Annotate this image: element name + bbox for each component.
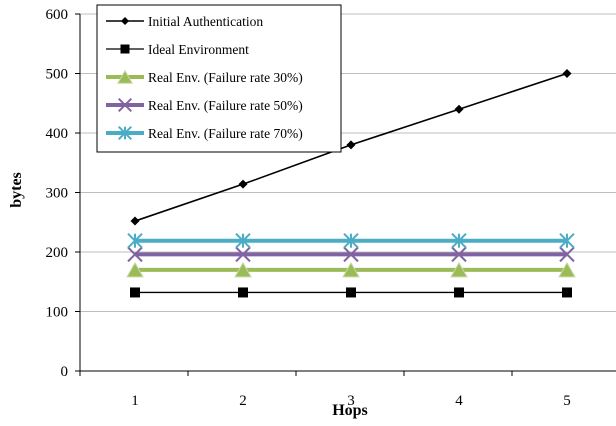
data-point-asterisk xyxy=(117,125,133,141)
x-tick-label: 4 xyxy=(455,393,463,409)
data-point-diamond xyxy=(238,179,248,189)
x-tick-label: 2 xyxy=(239,393,247,409)
data-point-square xyxy=(238,287,248,298)
x-tick-label: 1 xyxy=(131,393,139,409)
data-point-triangle xyxy=(342,261,360,278)
y-tick-label: 0 xyxy=(61,364,69,380)
data-point-asterisk xyxy=(559,232,575,249)
legend-label: Ideal Environment xyxy=(148,42,249,57)
data-point-triangle xyxy=(126,261,144,278)
legend-item: Ideal Environment xyxy=(106,42,249,57)
data-point-x xyxy=(117,97,133,113)
axes: Hops bytes 0 100 200 300 400 500 600 1 2 3 4 5 xyxy=(8,7,616,419)
data-point-triangle xyxy=(116,69,134,84)
data-point-x xyxy=(451,246,467,263)
x-axis-title: Hops xyxy=(332,402,368,419)
legend-item: Real Env. (Failure rate 70%) xyxy=(106,125,303,141)
legend-item: Real Env. (Failure rate 30%) xyxy=(106,69,303,85)
y-tick-label: 200 xyxy=(46,245,69,261)
legend: Initial Authentication Ideal Environment R… xyxy=(96,4,342,153)
series xyxy=(126,69,576,298)
data-point-square xyxy=(130,287,140,298)
data-point-asterisk xyxy=(235,232,251,249)
legend-item: Real Env. (Failure rate 50%) xyxy=(106,97,303,113)
legend-item: Initial Authentication xyxy=(106,14,263,29)
y-tick-label: 300 xyxy=(46,186,69,202)
data-point-triangle xyxy=(558,261,576,278)
data-point-asterisk xyxy=(127,232,143,249)
data-point-square xyxy=(562,287,572,298)
data-point-asterisk xyxy=(451,232,467,249)
data-point-square xyxy=(454,287,464,298)
legend-label: Real Env. (Failure rate 50%) xyxy=(148,98,303,113)
data-point-diamond xyxy=(120,16,130,26)
data-point-square xyxy=(346,287,356,298)
legend-label: Real Env. (Failure rate 70%) xyxy=(148,126,303,141)
series-4 xyxy=(127,246,575,263)
y-tick-label: 600 xyxy=(46,7,69,23)
series-2 xyxy=(130,287,572,298)
data-point-asterisk xyxy=(343,232,359,249)
y-tick-label: 400 xyxy=(46,126,69,142)
y-tick-label: 500 xyxy=(46,67,69,83)
series-1 xyxy=(130,69,572,226)
data-point-triangle xyxy=(450,261,468,278)
series-5 xyxy=(127,232,575,249)
data-point-x xyxy=(235,246,251,263)
data-point-triangle xyxy=(234,261,252,278)
data-point-diamond xyxy=(130,216,140,226)
legend-label: Initial Authentication xyxy=(148,14,263,29)
data-point-x xyxy=(559,246,575,263)
y-axis-title: bytes xyxy=(8,172,25,208)
y-tick-label: 100 xyxy=(46,305,69,321)
data-point-square xyxy=(120,44,130,54)
data-point-x xyxy=(127,246,143,263)
series-3 xyxy=(126,261,576,278)
data-point-x xyxy=(343,246,359,263)
x-tick-label: 3 xyxy=(347,393,355,409)
data-point-diamond xyxy=(346,140,356,150)
x-tick-label: 5 xyxy=(563,393,571,409)
data-point-diamond xyxy=(562,69,572,78)
data-point-diamond xyxy=(454,104,464,114)
legend-label: Real Env. (Failure rate 30%) xyxy=(148,70,303,85)
